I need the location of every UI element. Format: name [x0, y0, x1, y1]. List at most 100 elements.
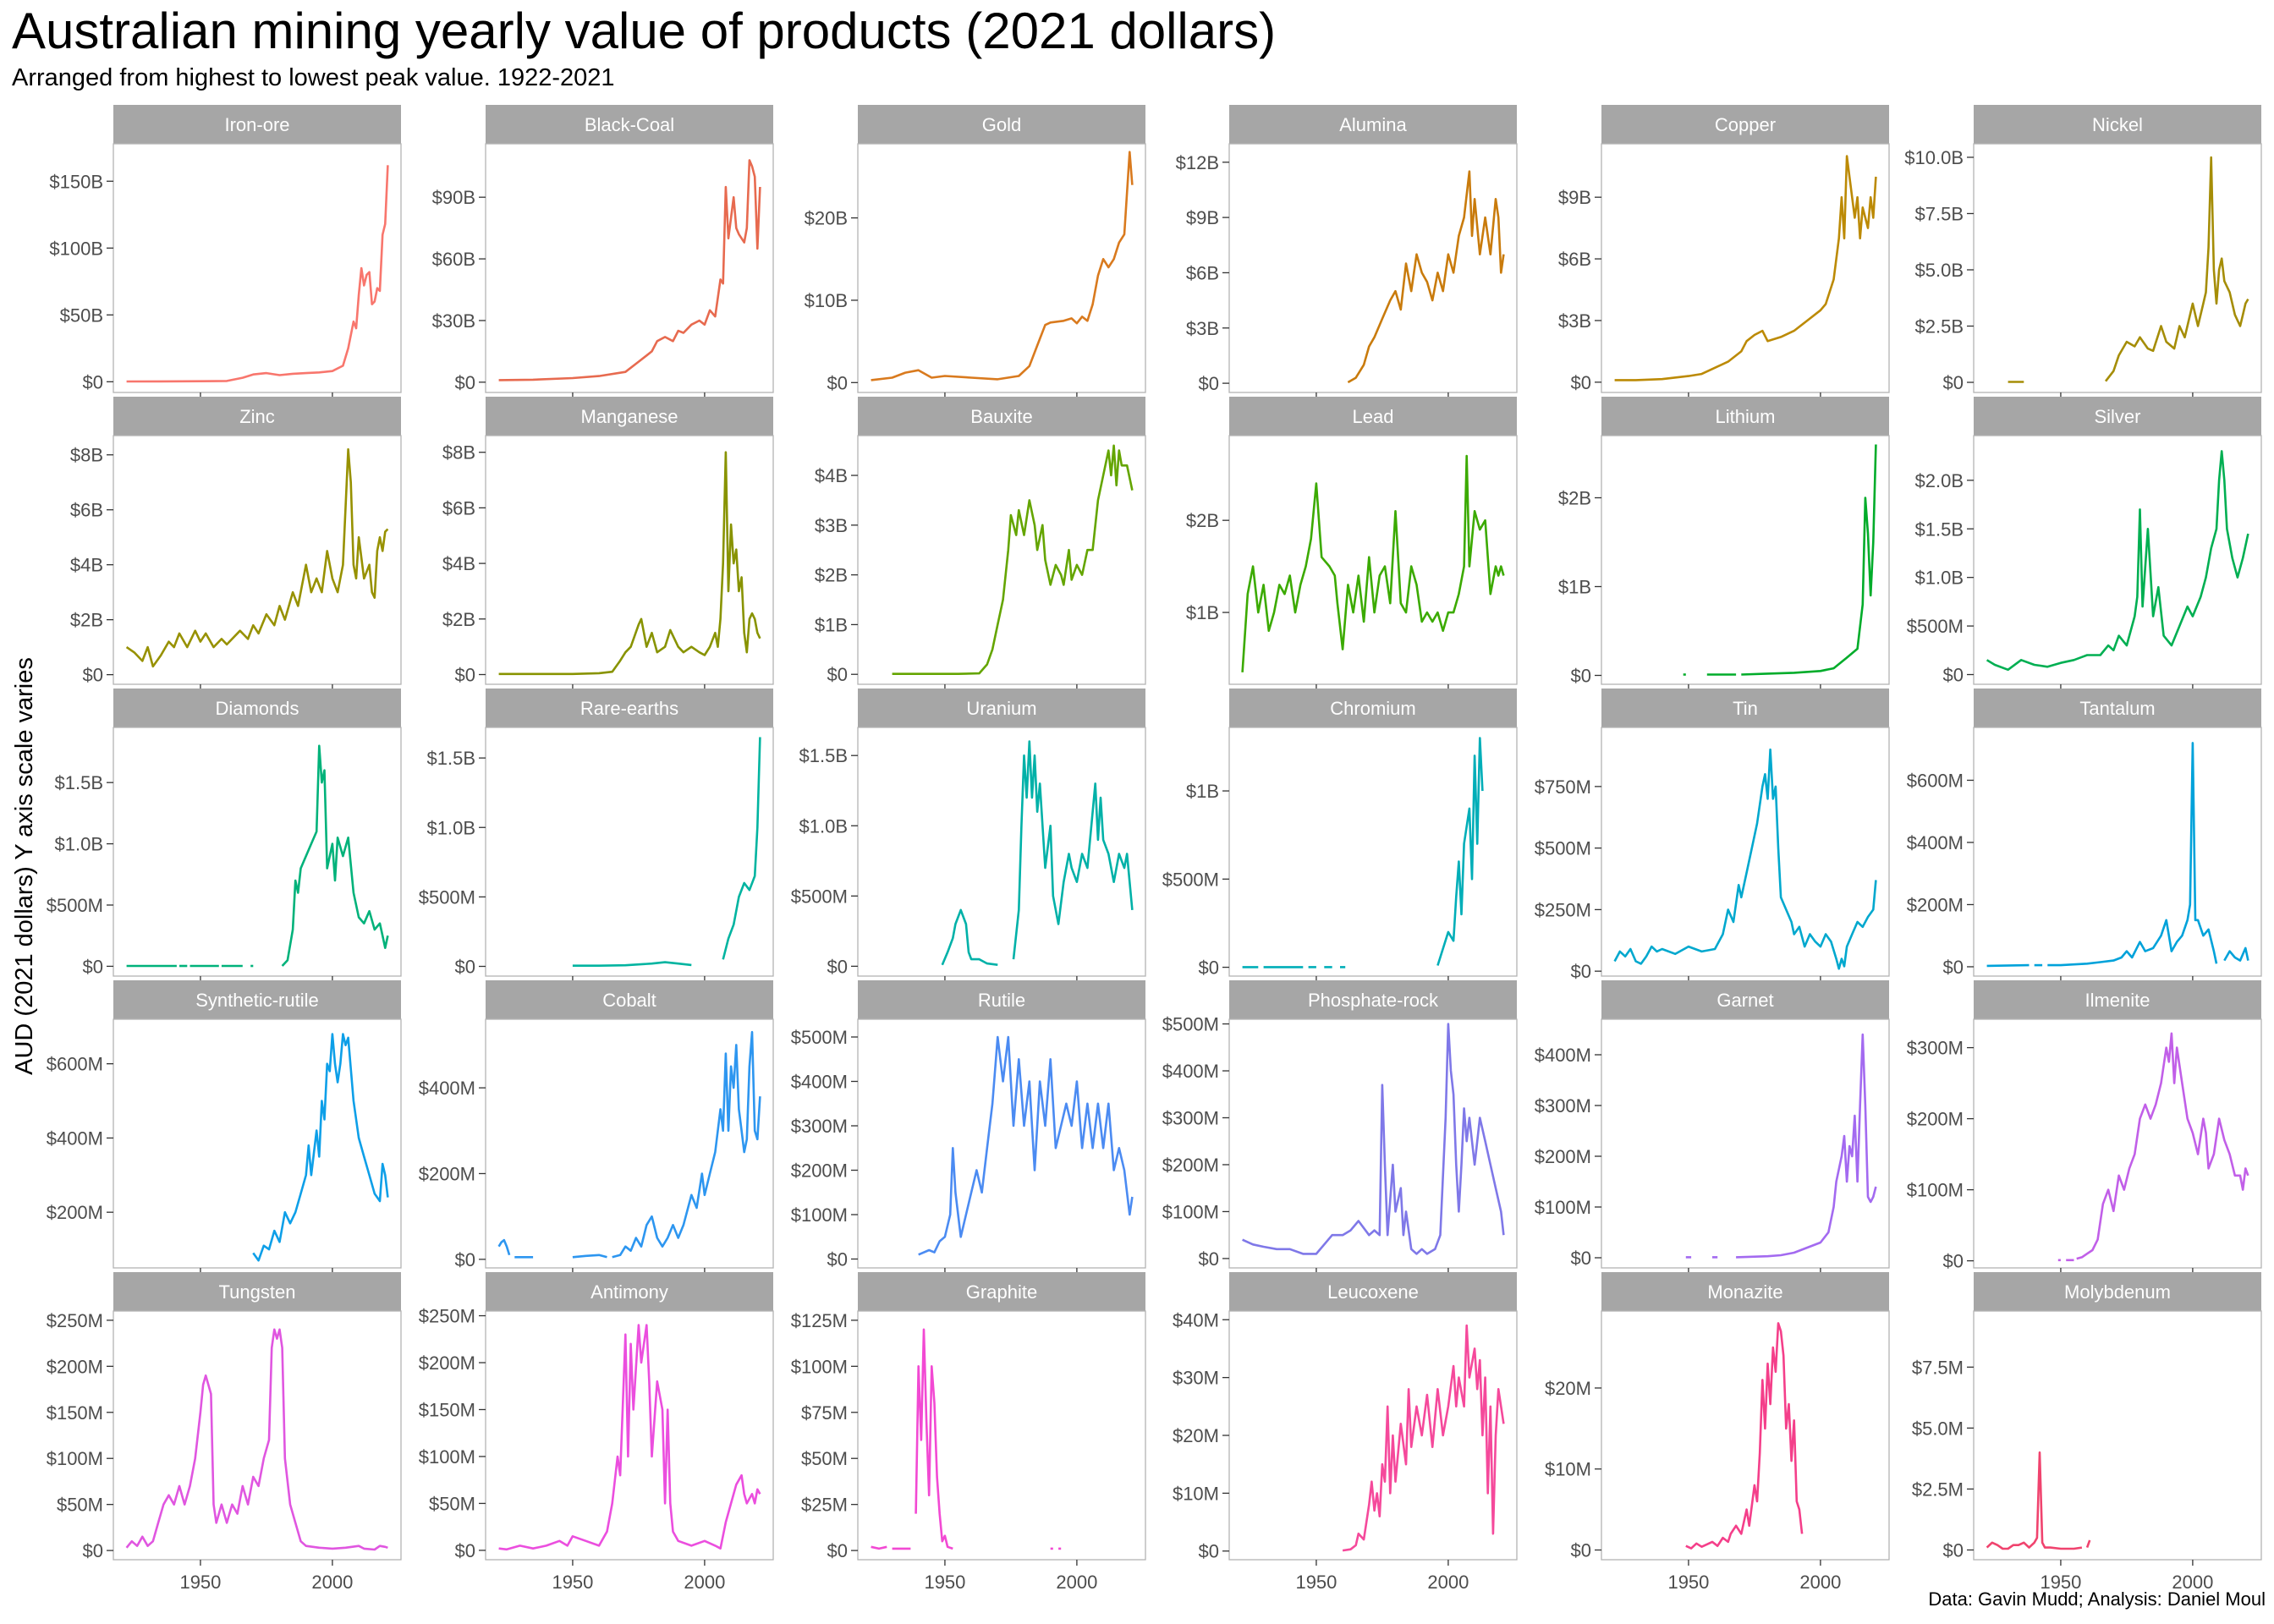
- panel-border: [1228, 1018, 1518, 1269]
- panel-chromium: Chromium $0 $500M $1B: [1162, 689, 1518, 982]
- y-tick-label: $0: [455, 372, 475, 393]
- panel-title: Phosphate-rock: [1308, 990, 1439, 1011]
- panel-border: [1973, 727, 2262, 977]
- panel-title: Bauxite: [970, 406, 1032, 427]
- panel-title: Antimony: [590, 1281, 668, 1303]
- y-tick-label: $400M: [47, 1127, 103, 1149]
- series-line-nickel: [2104, 156, 2249, 382]
- series-line-lead: [1241, 454, 1505, 672]
- y-tick-label: $1.0B: [427, 817, 476, 838]
- y-tick-label: $150M: [47, 1402, 103, 1424]
- panel-title: Synthetic-rutile: [195, 990, 319, 1011]
- y-tick-label: $6B: [1186, 262, 1219, 283]
- y-tick-label: $0: [827, 372, 848, 393]
- panel-bauxite: Bauxite $0 $1B $2B $3B $4B: [815, 397, 1146, 690]
- panel-border: [113, 1018, 402, 1269]
- y-tick-label: $20B: [805, 208, 848, 229]
- panel-molybdenum: Molybdenum $0 $2.5M $5.0M $7.5M 1950 2000: [1912, 1272, 2262, 1593]
- panel-strip: [113, 397, 401, 436]
- panel-border: [1601, 1310, 1890, 1561]
- y-tick-label: $2.5M: [1912, 1479, 1964, 1500]
- series-line-graphite: [871, 1545, 887, 1550]
- y-tick-label: $0: [827, 1249, 848, 1270]
- panel-strip: [113, 980, 401, 1019]
- panel-title: Uranium: [966, 698, 1036, 719]
- panel-lead: Lead $1B $2B: [1186, 397, 1518, 690]
- y-tick-label: $150M: [419, 1399, 475, 1420]
- panel-border: [857, 1018, 1146, 1269]
- panel-title: Lithium: [1716, 406, 1776, 427]
- y-tick-label: $90B: [432, 187, 475, 208]
- y-tick-label: $4B: [442, 553, 475, 574]
- y-tick-label: $500M: [1162, 869, 1219, 890]
- y-tick-label: $0: [83, 1540, 103, 1561]
- panel-synthetic-rutile: Synthetic-rutile $200M $400M $600M: [47, 980, 402, 1274]
- panel-title: Rare-earths: [580, 698, 678, 719]
- panel-strip: [1974, 980, 2261, 1019]
- panel-strip: [1229, 105, 1517, 144]
- panel-strip: [1974, 1272, 2261, 1311]
- panel-border: [1601, 435, 1890, 685]
- panel-nickel: Nickel $0 $2.5B $5.0B $7.5B $10.0B: [1904, 105, 2262, 398]
- series-line-zinc: [125, 447, 389, 668]
- y-tick-label: $1.0B: [799, 815, 849, 837]
- chart-subtitle: Arranged from highest to lowest peak val…: [12, 64, 615, 91]
- y-tick-label: $9B: [1558, 187, 1591, 208]
- y-tick-label: $0: [1571, 1540, 1591, 1561]
- y-tick-label: $600M: [1907, 770, 1964, 791]
- panel-silver: Silver $0 $500M $1.0B $1.5B $2.0B: [1907, 397, 2262, 690]
- series-line-cobalt: [497, 1238, 511, 1256]
- panel-phosphate-rock: Phosphate-rock $0 $100M $200M $300M $400M $500…: [1162, 980, 1518, 1274]
- panel-strip: [486, 105, 773, 144]
- series-line-molybdenum: [2085, 1539, 2091, 1549]
- y-tick-label: $2B: [1558, 488, 1591, 509]
- y-tick-label: $3B: [1558, 310, 1591, 332]
- panel-border: [1973, 143, 2262, 393]
- y-tick-label: $100M: [47, 1448, 103, 1469]
- panel-border: [485, 1018, 774, 1269]
- y-tick-label: $30B: [432, 310, 475, 332]
- y-tick-label: $300M: [791, 1116, 848, 1137]
- panel-title: Molybdenum: [2064, 1281, 2171, 1303]
- y-tick-label: $100M: [791, 1356, 848, 1377]
- y-tick-label: $5.0M: [1912, 1418, 1964, 1439]
- panel-border: [857, 1310, 1146, 1561]
- y-tick-label: $0: [827, 1540, 848, 1561]
- y-tick-label: $600M: [47, 1054, 103, 1075]
- panel-title: Silver: [2094, 406, 2140, 427]
- series-line-lithium: [1741, 444, 1877, 676]
- panel-title: Diamonds: [215, 698, 299, 719]
- panel-strip: [113, 689, 401, 727]
- y-tick-label: $0: [455, 1540, 475, 1561]
- panel-title: Lead: [1353, 406, 1394, 427]
- panel-lithium: Lithium $0 $1B $2B: [1558, 397, 1890, 690]
- panel-border: [1228, 143, 1518, 393]
- y-axis-label: AUD (2021 dollars) Y axis scale varies: [11, 657, 38, 1075]
- y-tick-label: $200M: [1535, 1146, 1591, 1167]
- panel-border: [1228, 435, 1518, 685]
- y-tick-label: $0: [1943, 1251, 1964, 1272]
- y-tick-label: $300M: [1535, 1095, 1591, 1116]
- y-tick-label: $400M: [791, 1072, 848, 1093]
- y-tick-label: $3B: [815, 515, 848, 536]
- panel-strip: [113, 105, 401, 144]
- panel-cobalt: Cobalt $0 $200M $400M: [419, 980, 774, 1274]
- panel-gold: Gold $0 $10B $20B: [805, 105, 1146, 398]
- panel-leucoxene: Leucoxene $0 $10M $20M $30M $40M 1950 2000: [1173, 1272, 1518, 1593]
- panel-title: Rutile: [978, 990, 1025, 1011]
- y-tick-label: $0: [83, 371, 103, 392]
- panel-strip: [486, 397, 773, 436]
- panel-border: [857, 435, 1146, 685]
- panel-strip: [486, 980, 773, 1019]
- y-tick-label: $2B: [70, 610, 103, 631]
- y-tick-label: $2B: [442, 609, 475, 630]
- series-line-rutile: [918, 1035, 1134, 1256]
- panel-diamonds: Diamonds $0 $500M $1.0B $1.5B: [47, 689, 402, 982]
- y-tick-label: $250M: [419, 1306, 475, 1327]
- y-tick-label: $100M: [1162, 1201, 1219, 1222]
- y-tick-label: $0: [1571, 372, 1591, 393]
- y-tick-label: $0: [1571, 961, 1591, 982]
- y-tick-label: $1B: [1558, 577, 1591, 598]
- series-line-diamonds: [281, 744, 389, 967]
- panel-title: Tin: [1733, 698, 1758, 719]
